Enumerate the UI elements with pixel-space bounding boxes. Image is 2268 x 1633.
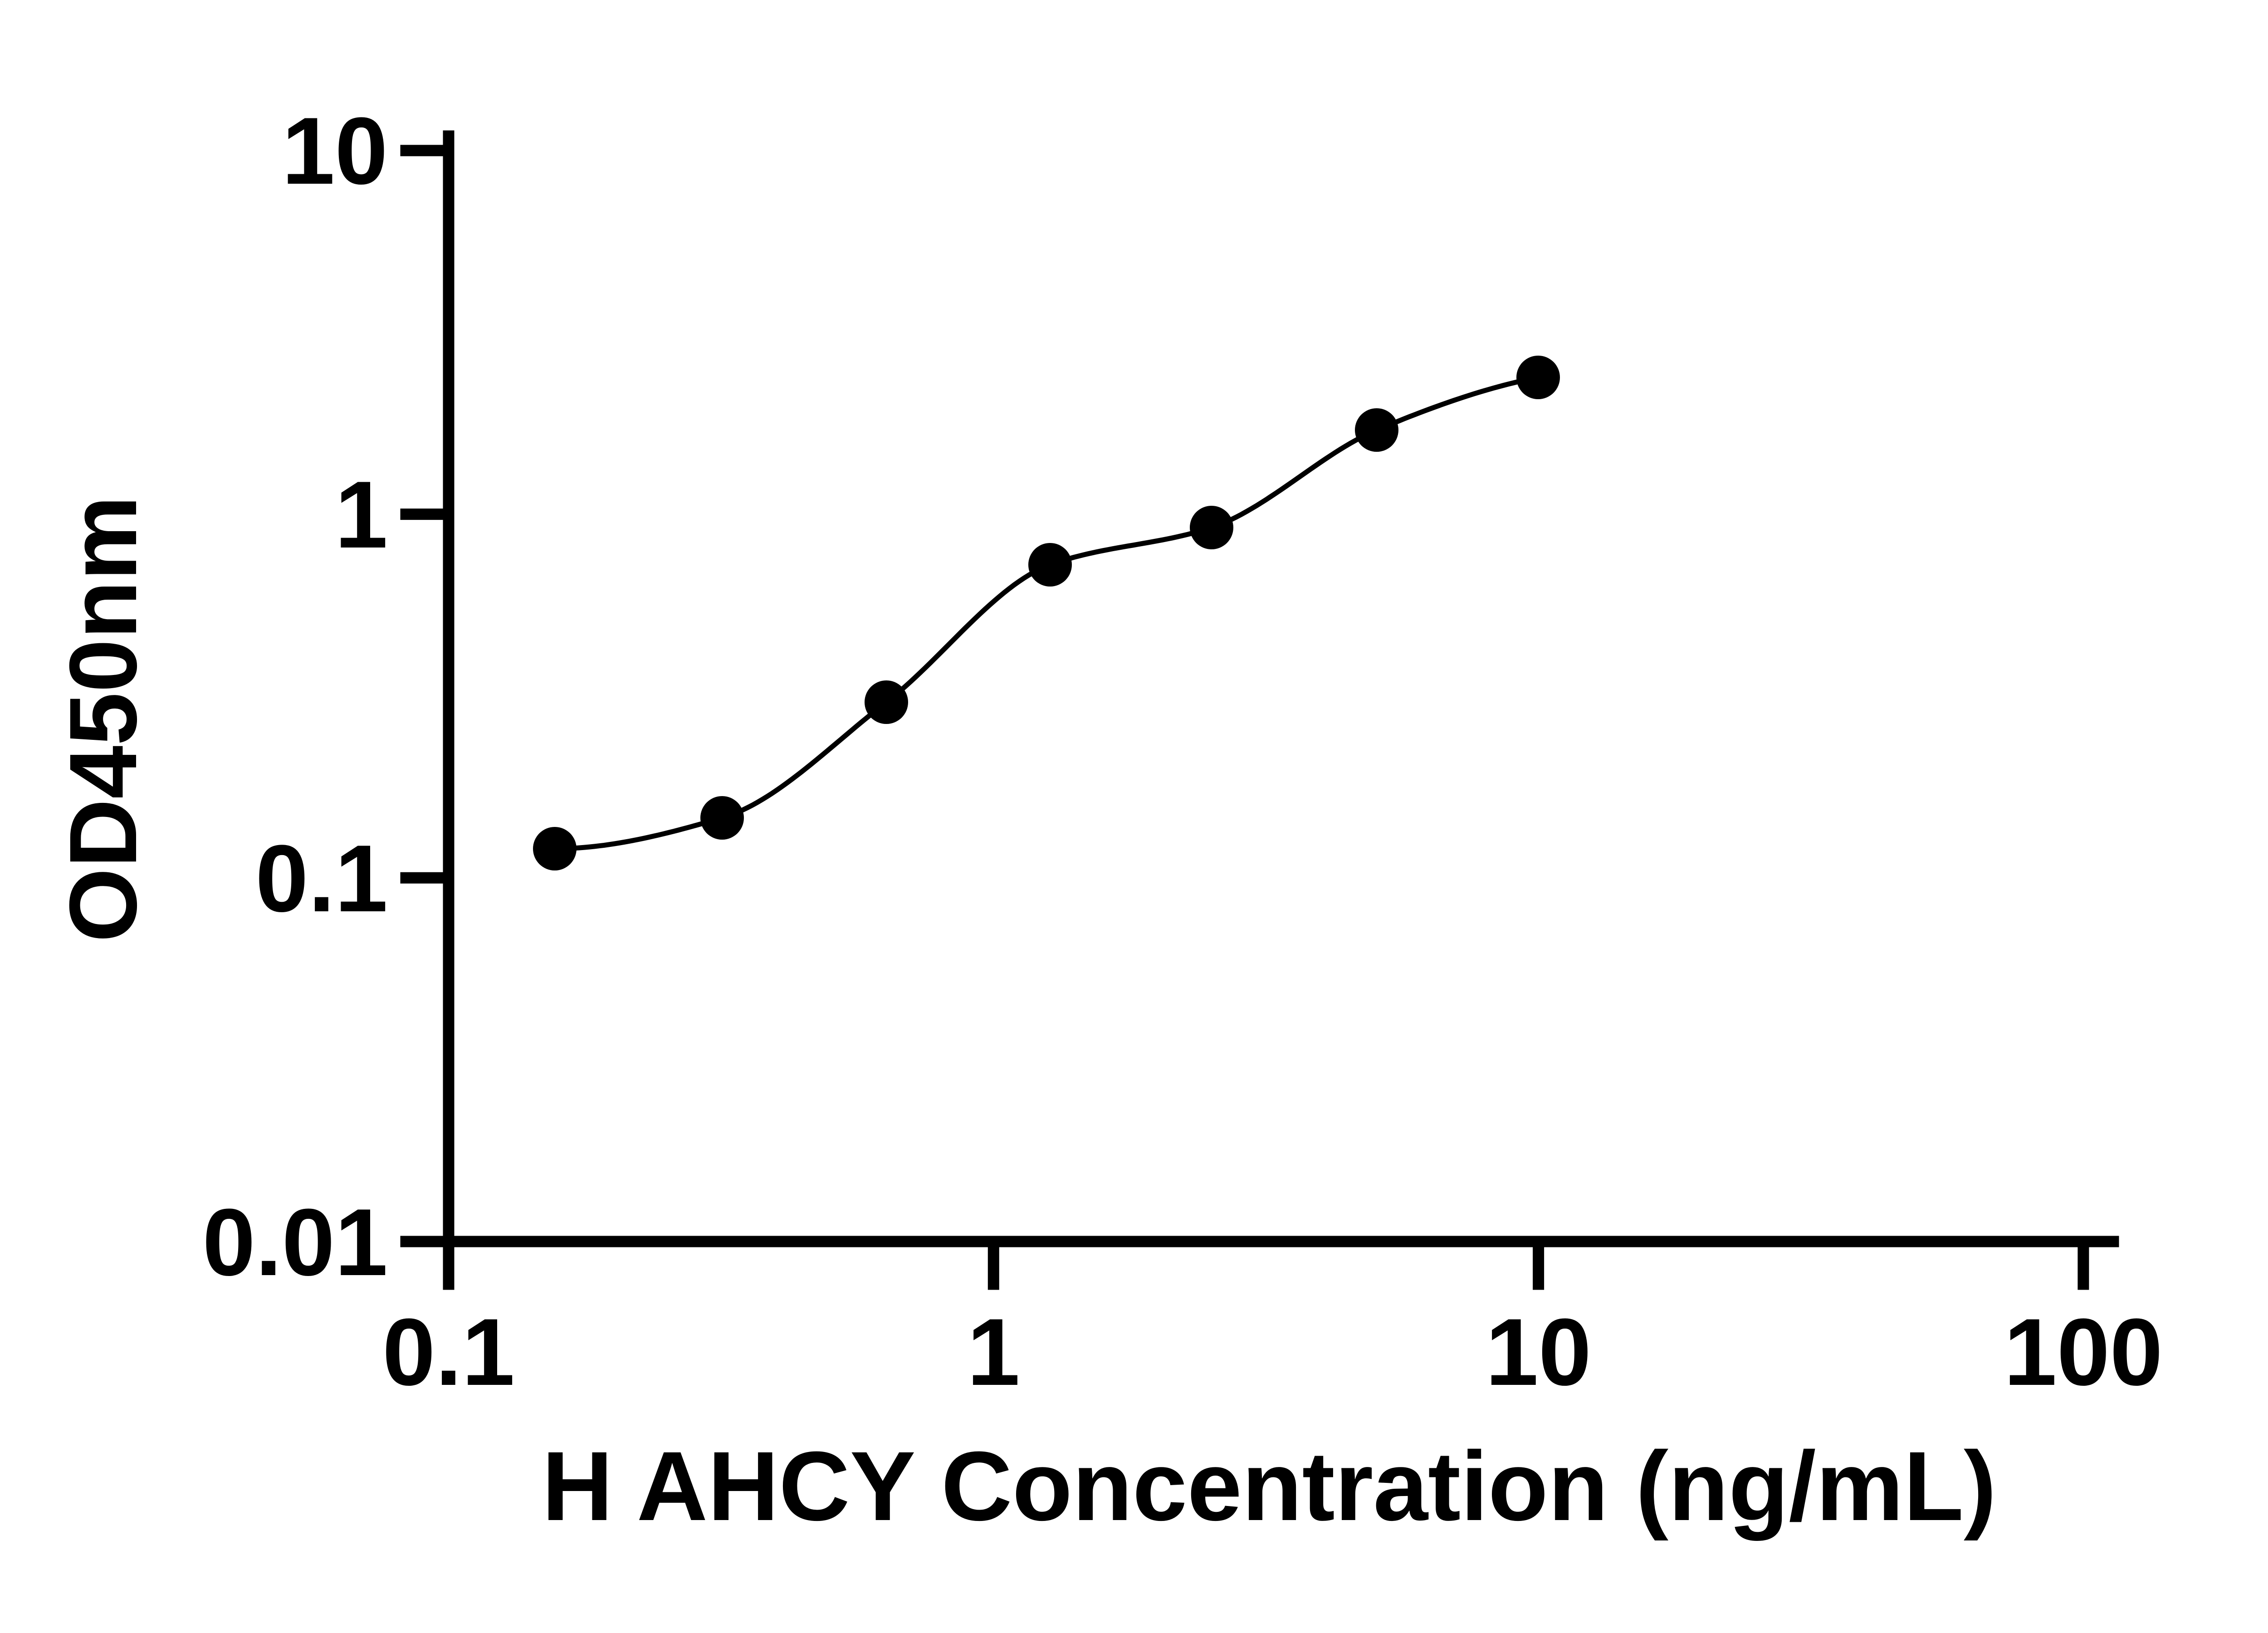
svg-text:1: 1 (967, 1299, 1020, 1405)
svg-text:10: 10 (1486, 1299, 1592, 1405)
svg-text:0.1: 0.1 (255, 825, 388, 932)
svg-text:OD450nm: OD450nm (49, 495, 156, 942)
svg-text:0.01: 0.01 (202, 1189, 388, 1296)
svg-text:H AHCY Concentration (ng/mL): H AHCY Concentration (ng/mL) (542, 1431, 1997, 1541)
svg-text:1: 1 (335, 461, 388, 568)
svg-text:10: 10 (282, 98, 388, 204)
svg-text:100: 100 (2004, 1299, 2163, 1405)
svg-text:0.1: 0.1 (382, 1299, 515, 1405)
